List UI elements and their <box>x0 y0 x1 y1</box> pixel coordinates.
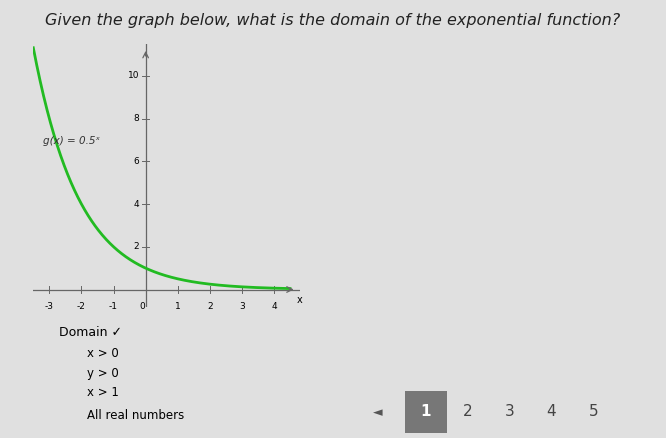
Text: -3: -3 <box>45 302 54 311</box>
Text: 6: 6 <box>133 157 139 166</box>
Text: 2: 2 <box>134 242 139 251</box>
FancyBboxPatch shape <box>405 391 447 433</box>
Text: 0: 0 <box>139 302 145 311</box>
Text: 8: 8 <box>133 114 139 123</box>
Text: All real numbers: All real numbers <box>87 409 184 422</box>
Text: 3: 3 <box>239 302 245 311</box>
Text: 4: 4 <box>547 404 556 419</box>
Text: Domain ✓: Domain ✓ <box>59 325 122 339</box>
Text: 2: 2 <box>463 404 472 419</box>
Text: 4: 4 <box>134 200 139 208</box>
Text: x: x <box>297 295 303 305</box>
Text: 2: 2 <box>207 302 212 311</box>
Text: 3: 3 <box>505 404 514 419</box>
Text: x > 1: x > 1 <box>87 386 119 399</box>
Text: y > 0: y > 0 <box>87 367 119 380</box>
Text: x > 0: x > 0 <box>87 347 119 360</box>
Text: 10: 10 <box>128 71 139 80</box>
Text: -2: -2 <box>77 302 86 311</box>
Text: 1: 1 <box>420 404 431 419</box>
Text: ◄: ◄ <box>373 406 382 419</box>
Text: g(x) = 0.5ˣ: g(x) = 0.5ˣ <box>43 136 100 146</box>
Text: 5: 5 <box>589 404 598 419</box>
Text: -1: -1 <box>109 302 118 311</box>
Text: 1: 1 <box>175 302 180 311</box>
Text: 4: 4 <box>271 302 277 311</box>
Text: Given the graph below, what is the domain of the exponential function?: Given the graph below, what is the domai… <box>45 13 621 28</box>
